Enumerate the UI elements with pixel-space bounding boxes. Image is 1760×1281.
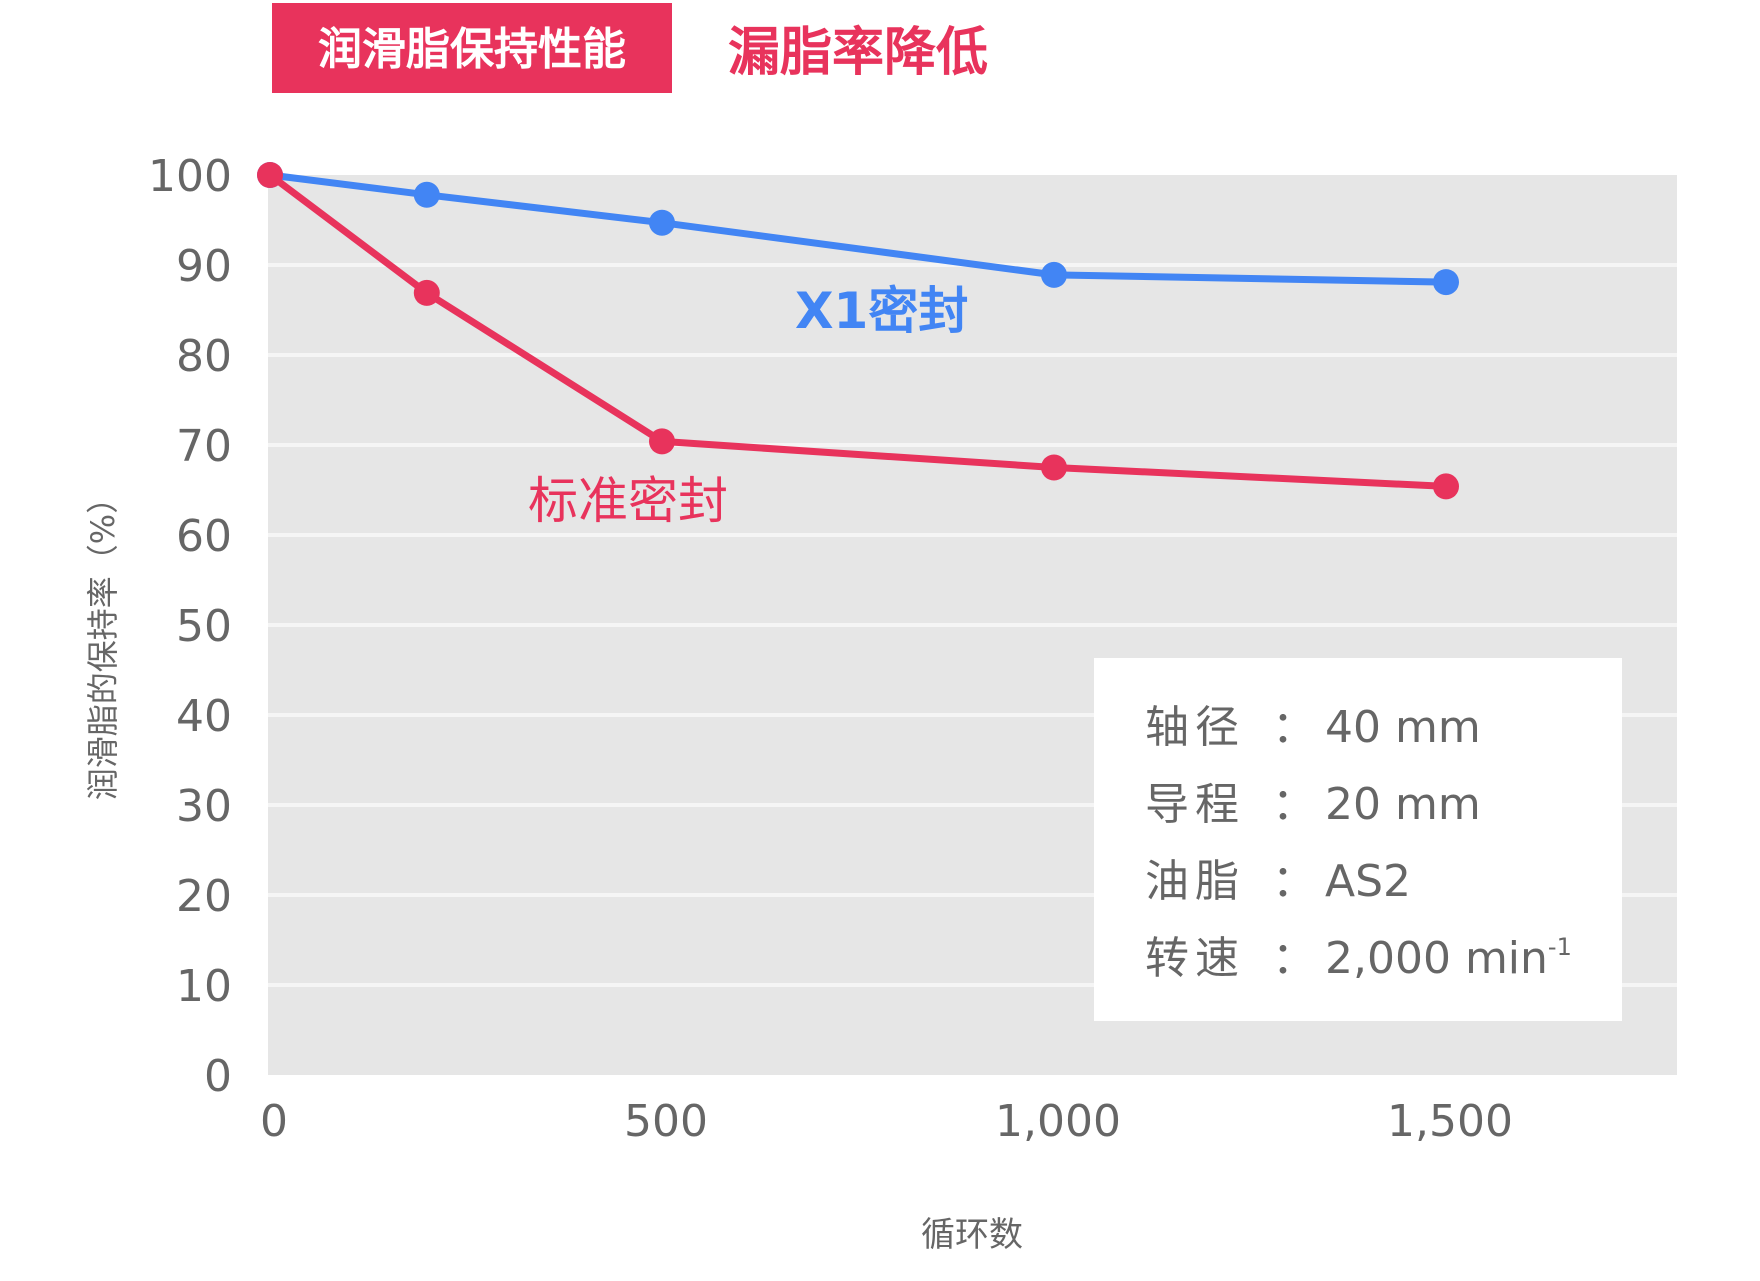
y-axis-title: 润滑脂的保持率（%） [84,482,122,800]
x-tick-label: 0 [260,1096,288,1147]
info-label: 油脂 [1145,856,1245,907]
x-axis-title: 循环数 [921,1215,1023,1255]
y-tick-label: 60 [176,511,232,562]
data-point [413,181,440,208]
info-label: 导程 [1145,779,1245,830]
info-box [1094,658,1622,1021]
y-tick-label: 80 [176,331,232,382]
info-value: 40 mm [1325,702,1481,753]
x-tick-label: 500 [624,1096,708,1147]
y-tick-label: 50 [176,601,232,652]
info-value: 20 mm [1325,779,1481,830]
info-value-text: AS2 [1325,856,1411,907]
y-tick-label: 10 [176,961,232,1012]
data-point [649,209,675,236]
data-point [1041,261,1067,288]
series-label-standard: 标准密封 [528,472,728,530]
data-point [1041,454,1067,481]
y-tick-label: 20 [176,871,232,922]
info-value-text: 40 mm [1325,702,1481,753]
subtitle: 漏脂率降低 [728,23,988,83]
title-badge [272,3,672,93]
data-point [413,279,440,306]
data-point [1433,269,1459,296]
info-value-text: 20 mm [1325,779,1481,830]
info-value-text: 2,000 min [1325,933,1548,984]
info-label: 转速 [1145,933,1245,984]
info-value: AS2 [1325,856,1411,907]
y-tick-label: 40 [176,691,232,742]
y-tick-label: 30 [176,781,232,832]
x-tick-label: 1,500 [1387,1096,1513,1147]
y-tick-label: 70 [176,421,232,472]
info-value: 2,000 min-1 [1325,933,1572,984]
info-separator: ： [1272,779,1316,830]
info-separator: ： [1272,933,1316,984]
y-tick-label: 90 [176,241,232,292]
info-separator: ： [1272,702,1316,753]
info-separator: ： [1272,856,1316,907]
title-badge-text: 润滑脂保持性能 [318,24,626,75]
series-label-x1: X1密封 [795,282,968,340]
data-point [257,162,283,188]
data-point [649,428,675,455]
y-tick-label: 0 [204,1051,232,1102]
x-tick-label: 1,000 [995,1096,1121,1147]
y-tick-label: 100 [148,151,232,202]
info-label: 轴径 [1145,702,1245,753]
data-point [1433,473,1459,500]
info-value-superscript: -1 [1548,933,1572,961]
